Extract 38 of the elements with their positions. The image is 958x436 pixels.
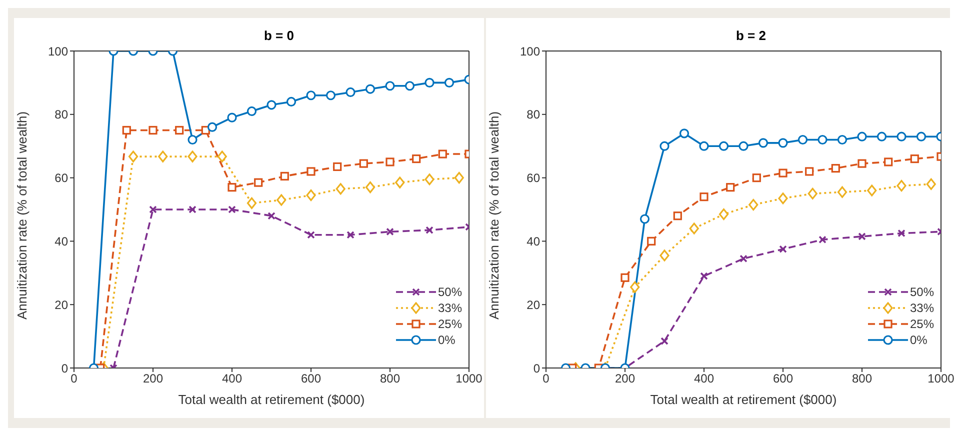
x-tick-label: 1000 (928, 372, 955, 386)
legend-label: 25% (910, 317, 934, 331)
y-tick-label: 100 (48, 44, 68, 58)
x-tick-label: 200 (614, 372, 636, 386)
legend-label: 33% (438, 301, 462, 315)
y-tick-label: 80 (526, 108, 540, 122)
y-tick-label: 60 (54, 171, 68, 186)
y-tick-label: 100 (520, 44, 540, 58)
x-tick-label: 200 (142, 372, 164, 386)
x-tick-label: 0 (70, 372, 78, 386)
x-tick-label: 1000 (456, 372, 483, 386)
legend-label: 50% (910, 285, 934, 299)
legend-label: 50% (438, 285, 462, 299)
x-tick-label: 800 (852, 372, 872, 386)
x-tick-label: 800 (380, 372, 400, 386)
y-tick-label: 0 (533, 361, 540, 376)
y-tick-label: 20 (526, 298, 540, 312)
x-tick-label: 400 (222, 372, 242, 386)
y-tick-label: 40 (54, 234, 68, 248)
x-tick-label: 400 (694, 372, 714, 386)
y-axis-title: Annuitization rate (% of total wealth) (14, 111, 30, 320)
legend-label: 0% (438, 333, 456, 347)
x-tick-label: 0 (542, 372, 550, 386)
y-tick-label: 60 (526, 171, 540, 186)
x-tick-label: 600 (300, 372, 322, 386)
chart-title: b = 0 (263, 28, 295, 43)
chart-title: b = 2 (735, 28, 767, 43)
x-axis-title: Total wealth at retirement ($000) (650, 392, 837, 407)
y-tick-label: 0 (61, 361, 68, 376)
x-axis-title: Total wealth at retirement ($000) (178, 392, 365, 407)
x-tick-label: 600 (772, 372, 794, 386)
y-tick-label: 40 (526, 234, 540, 248)
y-axis-title: Annuitization rate (% of total wealth) (486, 111, 502, 320)
legend-label: 25% (438, 317, 462, 331)
legend-label: 0% (910, 333, 928, 347)
y-tick-label: 80 (54, 108, 68, 122)
y-tick-label: 20 (54, 298, 68, 312)
legend-label: 33% (910, 301, 934, 315)
